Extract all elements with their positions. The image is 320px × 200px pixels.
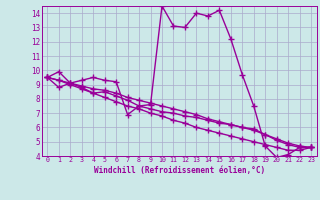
X-axis label: Windchill (Refroidissement éolien,°C): Windchill (Refroidissement éolien,°C) <box>94 166 265 175</box>
